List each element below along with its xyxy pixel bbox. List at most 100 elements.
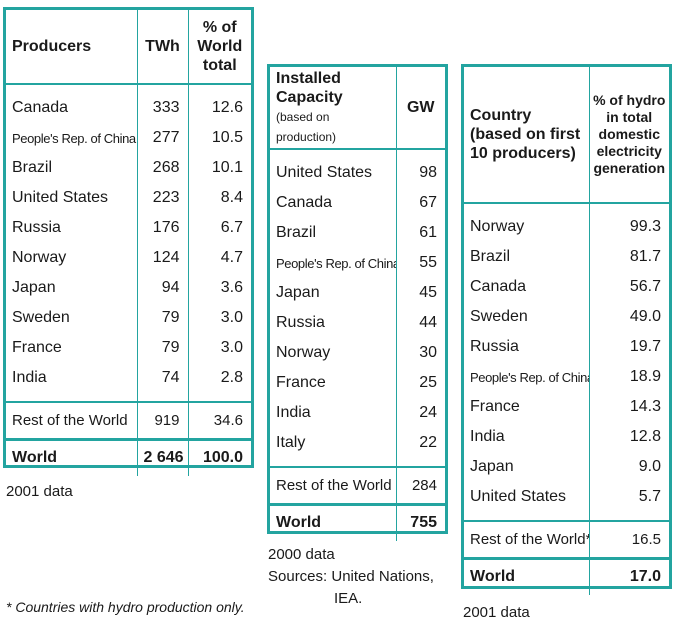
value-cell: 22 xyxy=(395,428,445,458)
value-cell: 10.5 xyxy=(187,123,251,153)
country-cell: People's Rep. of China xyxy=(470,369,589,385)
value-cell: 24 xyxy=(395,398,445,428)
table-row: France 79 3.0 xyxy=(6,333,251,363)
producers-total-label: World xyxy=(6,437,137,476)
share-col-country: Country (based on first 10 producers) xyxy=(464,67,589,204)
table-row: Sweden 49.0 xyxy=(464,302,669,332)
value-cell: 94 xyxy=(136,273,188,303)
value-cell: 4.7 xyxy=(187,243,251,273)
capacity-header-title: Installed Capacity xyxy=(276,69,343,106)
country-cell: Sweden xyxy=(470,308,528,325)
country-cell: India xyxy=(470,428,505,445)
table-row: United States 223 8.4 xyxy=(6,183,251,213)
country-cell: Sweden xyxy=(12,309,70,326)
table-row: India 12.8 xyxy=(464,422,669,452)
table-row: Russia 19.7 xyxy=(464,332,669,362)
producers-header-row: Producers TWh % of World total xyxy=(6,10,251,85)
capacity-total-row: World 755 xyxy=(270,502,445,541)
country-cell: Russia xyxy=(276,314,325,331)
value-cell: 19.7 xyxy=(588,332,669,362)
capacity-total-label: World xyxy=(270,502,396,541)
table-row: India 24 xyxy=(270,398,445,428)
value-cell: 3.6 xyxy=(187,273,251,303)
value-cell: 12.6 xyxy=(187,93,251,123)
share-rest-row: Rest of the World* 16.5 xyxy=(464,520,669,558)
producers-table: Producers TWh % of World total Canada 333… xyxy=(3,7,254,476)
share-header-row: Country (based on first 10 producers) % … xyxy=(464,67,669,204)
country-cell: France xyxy=(470,398,520,415)
capacity-rest-label: Rest of the World xyxy=(270,466,396,504)
hydro-share-table: Country (based on first 10 producers) % … xyxy=(461,64,672,595)
share-note: 2001 data xyxy=(463,604,530,621)
table-row: Brazil 81.7 xyxy=(464,242,669,272)
country-cell: Canada xyxy=(470,278,527,295)
capacity-col-gw: GW xyxy=(395,67,445,150)
value-cell: 79 xyxy=(136,333,188,363)
country-cell: India xyxy=(276,404,311,421)
share-total-percent: 17.0 xyxy=(588,556,669,595)
country-cell: India xyxy=(12,369,47,386)
value-cell: 56.7 xyxy=(588,272,669,302)
table-row: United States 5.7 xyxy=(464,482,669,512)
value-cell: 10.1 xyxy=(187,153,251,183)
country-cell: Norway xyxy=(12,249,67,266)
value-cell: 124 xyxy=(136,243,188,273)
footnote: * Countries with hydro production only. xyxy=(6,599,245,615)
value-cell: 268 xyxy=(136,153,188,183)
table-row: Italy 22 xyxy=(270,428,445,458)
value-cell: 61 xyxy=(395,218,445,248)
value-cell: 9.0 xyxy=(588,452,669,482)
table-row: Brazil 61 xyxy=(270,218,445,248)
value-cell: 12.8 xyxy=(588,422,669,452)
value-cell: 49.0 xyxy=(588,302,669,332)
producers-rest-row: Rest of the World 919 34.6 xyxy=(6,401,251,439)
table-row: France 14.3 xyxy=(464,392,669,422)
value-cell: 81.7 xyxy=(588,242,669,272)
value-cell: 99.3 xyxy=(588,212,669,242)
producers-total-percent: 100.0 xyxy=(187,437,251,476)
value-cell: 223 xyxy=(136,183,188,213)
table-row: France 25 xyxy=(270,368,445,398)
producers-rest-label: Rest of the World xyxy=(6,401,137,439)
table-row: Canada 56.7 xyxy=(464,272,669,302)
value-cell: 18.9 xyxy=(588,362,669,392)
country-cell: Russia xyxy=(12,219,61,236)
value-cell: 176 xyxy=(136,213,188,243)
table-row: Norway 30 xyxy=(270,338,445,368)
country-cell: People's Rep. of China xyxy=(276,255,396,271)
producers-total-row: World 2 646 100.0 xyxy=(6,437,251,476)
share-total-row: World 17.0 xyxy=(464,556,669,595)
table-row: Japan 94 3.6 xyxy=(6,273,251,303)
table-row: Canada 333 12.6 xyxy=(6,93,251,123)
value-cell: 5.7 xyxy=(588,482,669,512)
capacity-header-sub: (based on production) xyxy=(276,109,337,144)
table-row: Sweden 79 3.0 xyxy=(6,303,251,333)
producers-col-twh: TWh xyxy=(136,10,188,85)
country-cell: Brazil xyxy=(12,159,53,176)
country-cell: Japan xyxy=(470,458,514,475)
country-cell: Canada xyxy=(276,194,333,211)
country-cell: Japan xyxy=(276,284,320,301)
value-cell: 25 xyxy=(395,368,445,398)
table-row: Norway 124 4.7 xyxy=(6,243,251,273)
producers-rest-percent: 34.6 xyxy=(187,401,251,439)
share-total-label: World xyxy=(464,556,589,595)
producers-col-producers: Producers xyxy=(6,10,137,85)
table-row: People's Rep. of China 55 xyxy=(270,248,445,278)
producers-col-percent: % of World total xyxy=(187,10,251,85)
country-cell: Japan xyxy=(12,279,56,296)
value-cell: 30 xyxy=(395,338,445,368)
country-cell: France xyxy=(12,339,62,356)
value-cell: 67 xyxy=(395,188,445,218)
value-cell: 6.7 xyxy=(187,213,251,243)
value-cell: 3.0 xyxy=(187,333,251,363)
value-cell: 45 xyxy=(395,278,445,308)
value-cell: 98 xyxy=(395,158,445,188)
share-rest-percent: 16.5 xyxy=(588,520,669,558)
producers-rest-twh: 919 xyxy=(136,401,188,439)
capacity-table: Installed Capacity (based on production) … xyxy=(267,64,448,541)
country-cell: Canada xyxy=(12,99,69,116)
table-row: Russia 44 xyxy=(270,308,445,338)
capacity-header-row: Installed Capacity (based on production) … xyxy=(270,67,445,150)
value-cell: 8.4 xyxy=(187,183,251,213)
